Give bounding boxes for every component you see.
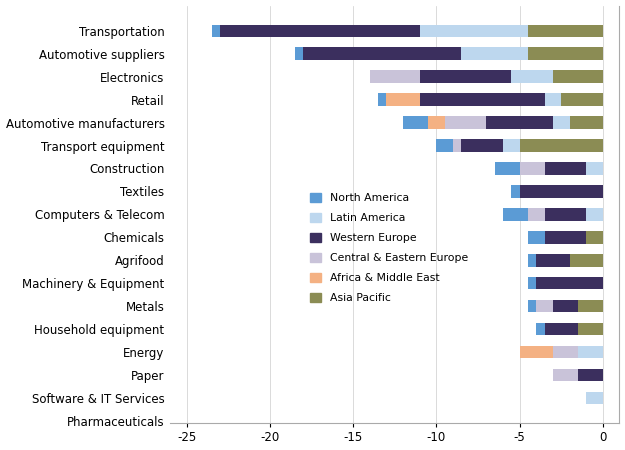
Bar [486,116,553,129]
Bar [578,346,602,358]
Bar [544,323,578,335]
Bar [536,323,544,335]
Bar [378,93,386,106]
Bar [553,116,569,129]
Bar [578,323,602,335]
Bar [528,300,536,312]
Bar [303,47,461,60]
Bar [386,93,420,106]
Bar [519,185,602,198]
Bar [586,231,602,243]
Bar [220,25,420,37]
Bar [295,47,303,60]
Bar [536,300,553,312]
Bar [553,369,578,381]
Bar [528,25,602,37]
Bar [586,162,602,175]
Bar [528,231,544,243]
Bar [553,346,578,358]
Bar [528,254,536,266]
Bar [503,208,528,220]
Bar [544,162,586,175]
Bar [519,139,602,152]
Bar [212,25,220,37]
Bar [403,116,428,129]
Legend: North America, Latin America, Western Europe, Central & Eastern Europe, Africa &: North America, Latin America, Western Eu… [311,193,468,303]
Bar [519,346,553,358]
Bar [511,70,553,83]
Bar [586,208,602,220]
Bar [503,139,519,152]
Bar [569,116,602,129]
Bar [494,162,519,175]
Bar [511,185,519,198]
Bar [461,139,503,152]
Bar [553,300,578,312]
Bar [528,277,536,289]
Bar [528,208,544,220]
Bar [453,139,461,152]
Bar [536,254,569,266]
Bar [420,25,528,37]
Bar [420,70,511,83]
Bar [428,116,445,129]
Bar [544,231,586,243]
Bar [553,70,602,83]
Bar [519,162,544,175]
Bar [461,47,528,60]
Bar [578,300,602,312]
Bar [561,93,602,106]
Bar [528,47,602,60]
Bar [436,139,453,152]
Bar [420,93,544,106]
Bar [578,369,602,381]
Bar [536,277,602,289]
Bar [544,93,561,106]
Bar [569,254,602,266]
Bar [445,116,486,129]
Bar [370,70,420,83]
Bar [586,392,602,404]
Bar [544,208,586,220]
